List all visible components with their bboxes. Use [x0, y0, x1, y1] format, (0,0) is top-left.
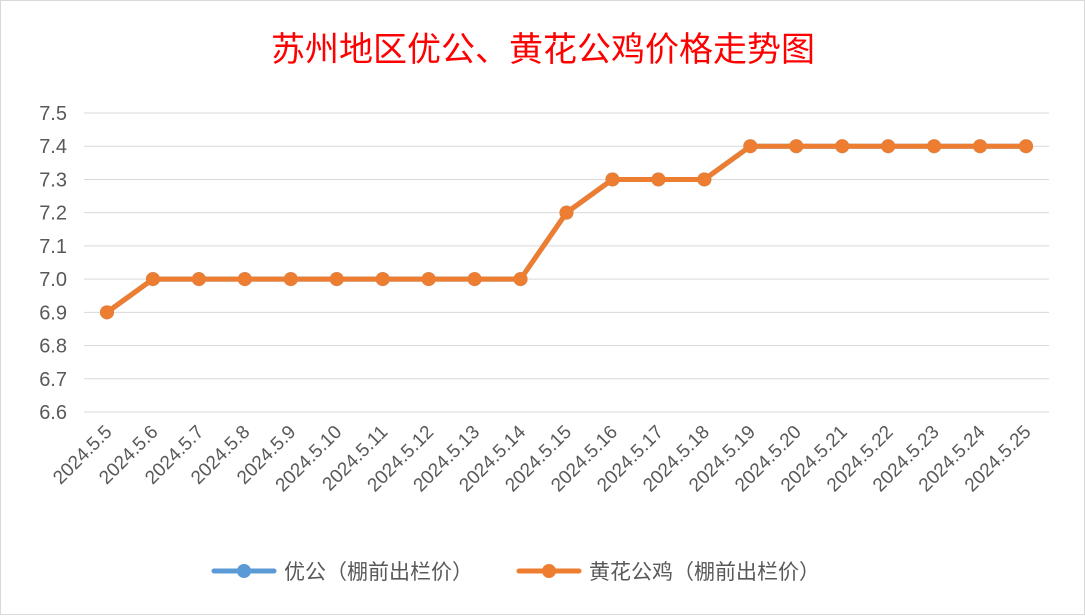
gridlines — [84, 112, 1049, 413]
y-tick-label: 7.0 — [39, 269, 67, 291]
legend-marker — [237, 564, 251, 578]
data-point — [283, 272, 298, 287]
legend-marker — [542, 564, 556, 578]
y-tick-label: 6.6 — [39, 402, 67, 424]
data-point — [835, 139, 850, 154]
data-point — [605, 172, 620, 187]
data-point — [789, 139, 804, 154]
data-point — [99, 305, 114, 320]
series-line — [104, 143, 1029, 315]
data-point — [927, 139, 942, 154]
y-tick-label: 7.3 — [39, 169, 67, 191]
y-tick-label: 7.1 — [39, 236, 67, 258]
data-point — [467, 272, 482, 287]
data-point — [881, 139, 896, 154]
y-tick-label: 7.4 — [39, 136, 67, 158]
legend-item: 优公（棚前出栏价） — [211, 560, 473, 584]
data-point — [973, 139, 988, 154]
data-point — [375, 272, 390, 287]
series-line — [104, 143, 1029, 315]
y-tick-label: 6.7 — [39, 369, 67, 391]
data-point — [1019, 139, 1034, 154]
data-point — [237, 272, 252, 287]
legend-label: 优公（棚前出栏价） — [284, 560, 473, 584]
series-2 — [99, 139, 1034, 320]
data-point — [743, 139, 758, 154]
x-axis-ticks: 2024.5.52024.5.62024.5.72024.5.82024.5.9… — [49, 421, 1035, 496]
series-layer — [99, 139, 1034, 320]
data-point — [191, 272, 206, 287]
data-point — [697, 172, 712, 187]
chart-title: 苏州地区优公、黄花公鸡价格走势图 — [271, 30, 815, 70]
y-tick-label: 7.2 — [39, 203, 67, 225]
data-point — [513, 272, 528, 287]
y-tick-label: 6.8 — [39, 336, 67, 358]
series-1 — [99, 139, 1034, 320]
y-tick-label: 7.5 — [39, 103, 67, 125]
data-point — [329, 272, 344, 287]
data-point — [651, 172, 666, 187]
data-point — [421, 272, 436, 287]
data-point — [145, 272, 160, 287]
legend-label: 黄花公鸡（棚前出栏价） — [589, 560, 820, 584]
legend: 优公（棚前出栏价） 黄花公鸡（棚前出栏价） — [211, 560, 820, 584]
legend-item: 黄花公鸡（棚前出栏价） — [516, 560, 820, 584]
y-axis-ticks: 6.6 6.7 6.8 6.9 7.0 7.1 7.2 7.3 7.4 7.5 — [39, 103, 67, 424]
data-point — [559, 205, 574, 220]
y-tick-label: 6.9 — [39, 302, 67, 324]
